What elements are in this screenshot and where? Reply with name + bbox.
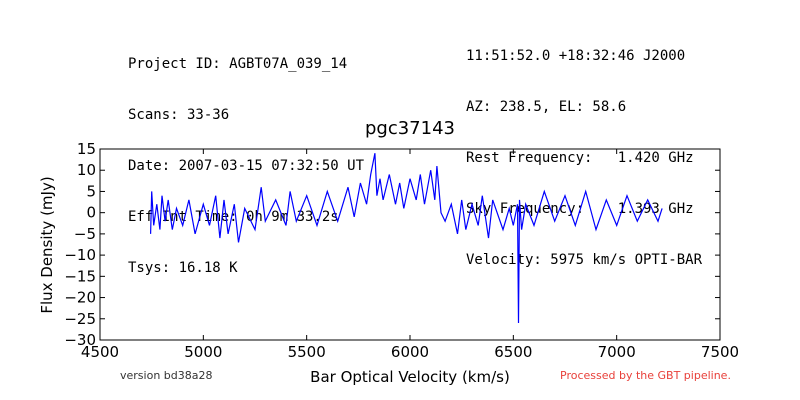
plot-series — [150, 153, 663, 324]
x-axis: 4500 5000 5500 6000 6500 7000 7500 — [81, 149, 739, 361]
y-tick-label: 15 — [77, 140, 96, 158]
x-tick-label: 4500 — [81, 343, 119, 361]
az-el-line: AZ: 238.5, EL: 58.6 — [466, 99, 627, 115]
plot-frame — [99, 148, 721, 341]
x-tick-label: 7000 — [598, 343, 636, 361]
y-axis: 15 10 5 0 −5 −10 −15 −20 −25 −30 — [64, 140, 720, 349]
tsys-line: Tsys: 16.18 K — [128, 260, 238, 276]
x-tick-label: 6000 — [391, 343, 429, 361]
y-tick-label: −25 — [64, 310, 96, 328]
project-id-line: Project ID: AGBT07A_039_14 — [128, 56, 348, 72]
y-tick-label: −5 — [74, 225, 96, 243]
spectrum-line — [150, 153, 663, 324]
scans-line: Scans: 33-36 — [128, 107, 230, 123]
y-tick-label: 5 — [86, 182, 96, 200]
x-axis-label: Bar Optical Velocity (km/s) — [310, 368, 510, 386]
version-label: version bd38a28 — [120, 369, 213, 382]
y-tick-label: −20 — [64, 289, 96, 307]
coordinates-line: 11:51:52.0 +18:32:46 J2000 — [466, 48, 686, 64]
x-tick-label: 6500 — [494, 343, 532, 361]
y-axis-label: Flux Density (mJy) — [38, 176, 56, 313]
y-tick-label: −30 — [64, 331, 96, 349]
y-tick-label: 10 — [77, 161, 96, 179]
chart-title: pgc37143 — [365, 118, 455, 139]
pipeline-note: Processed by the GBT pipeline. — [560, 369, 731, 382]
observation-info-right: 11:51:52.0 +18:32:46 J2000 AZ: 238.5, EL… — [466, 14, 702, 286]
y-tick-label: −10 — [64, 246, 96, 264]
velocity-line: Velocity: 5975 km/s OPTI-BAR — [466, 252, 703, 268]
x-tick-label: 5500 — [288, 343, 326, 361]
y-tick-label: 0 — [86, 204, 96, 222]
x-tick-label: 7500 — [701, 343, 739, 361]
rest-frequency-line: Rest Frequency: 1.420 GHz — [466, 150, 694, 166]
observation-info-left: Project ID: AGBT07A_039_14 Scans: 33-36 … — [128, 22, 364, 294]
date-line: Date: 2007-03-15 07:32:50 UT — [128, 158, 365, 174]
x-tick-label: 5000 — [184, 343, 222, 361]
y-tick-label: −15 — [64, 267, 96, 285]
